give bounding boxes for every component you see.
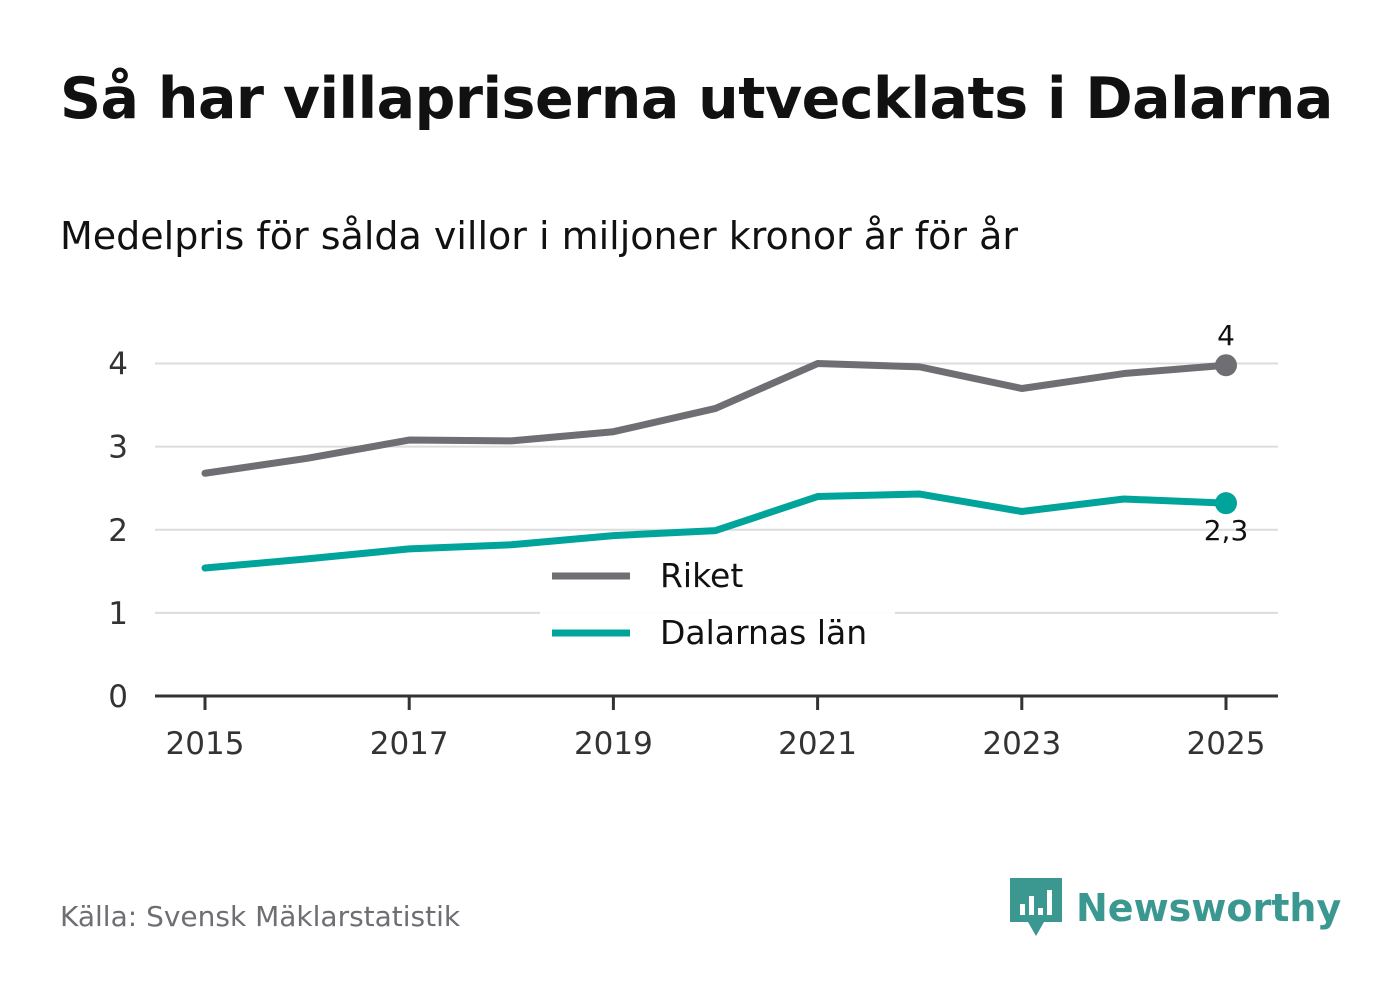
x-tick-label-2021: 2021 xyxy=(778,726,857,762)
brand-name: Newsworthy xyxy=(1076,886,1342,930)
x-tick-label-2017: 2017 xyxy=(370,726,449,762)
y-tick-label-2: 2 xyxy=(108,513,128,549)
chart-subtitle: Medelpris för sålda villor i miljoner kr… xyxy=(60,214,1019,258)
series-end-marker-0 xyxy=(1215,354,1237,377)
series-end-marker-1 xyxy=(1215,492,1237,515)
brand-logo: Newsworthy xyxy=(1010,878,1341,938)
source-note: Källa: Svensk Mäklarstatistik xyxy=(60,900,461,933)
legend-label-1: Dalarnas län xyxy=(660,613,867,652)
y-tick-label-4: 4 xyxy=(108,347,128,383)
series-line-1 xyxy=(201,490,1230,572)
series-line-0 xyxy=(201,360,1230,477)
x-tick-label-2015: 2015 xyxy=(166,726,245,762)
legend-label-0: Riket xyxy=(660,556,743,595)
series-end-label-0: 4 xyxy=(1217,319,1235,352)
newsworthy-logo-icon xyxy=(1010,878,1062,936)
y-tick-label-0: 0 xyxy=(108,679,128,715)
legend-box xyxy=(540,548,895,660)
series-end-label-1: 2,3 xyxy=(1204,514,1249,547)
y-tick-label-3: 3 xyxy=(108,430,128,466)
y-tick-label-1: 1 xyxy=(108,596,128,632)
chart-title: Så har villapriserna utvecklats i Dalarn… xyxy=(60,66,1333,132)
x-tick-label-2025: 2025 xyxy=(1187,726,1266,762)
x-tick-label-2019: 2019 xyxy=(574,726,653,762)
x-tick-label-2023: 2023 xyxy=(982,726,1061,762)
